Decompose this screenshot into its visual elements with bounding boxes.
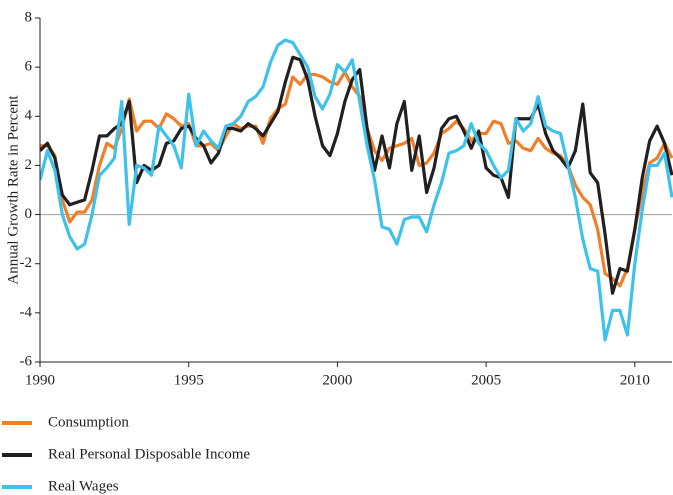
line-2 [40, 38, 673, 342]
legend-label: Real Wages [48, 478, 119, 494]
y-tick-label: -2 [20, 255, 33, 271]
y-axis-label: Annual Growth Rate in Percent [5, 95, 21, 285]
y-tick-label: 4 [25, 108, 33, 124]
x-tick-label: 1990 [25, 372, 55, 388]
legend-label: Real Personal Disposable Income [48, 446, 250, 462]
y-tick-label: -6 [20, 353, 33, 369]
x-tick-label: 1995 [174, 372, 204, 388]
y-tick-label: 8 [25, 9, 33, 25]
y-tick-label: 6 [25, 59, 33, 75]
x-tick-label: 2005 [471, 372, 501, 388]
y-tick-label: -4 [20, 304, 33, 320]
legend-label: Consumption [48, 414, 129, 430]
y-tick-label: 2 [25, 157, 33, 173]
y-tick-label: 0 [25, 206, 33, 222]
x-tick-label: 2000 [322, 372, 352, 388]
x-tick-label: 2010 [620, 372, 650, 388]
